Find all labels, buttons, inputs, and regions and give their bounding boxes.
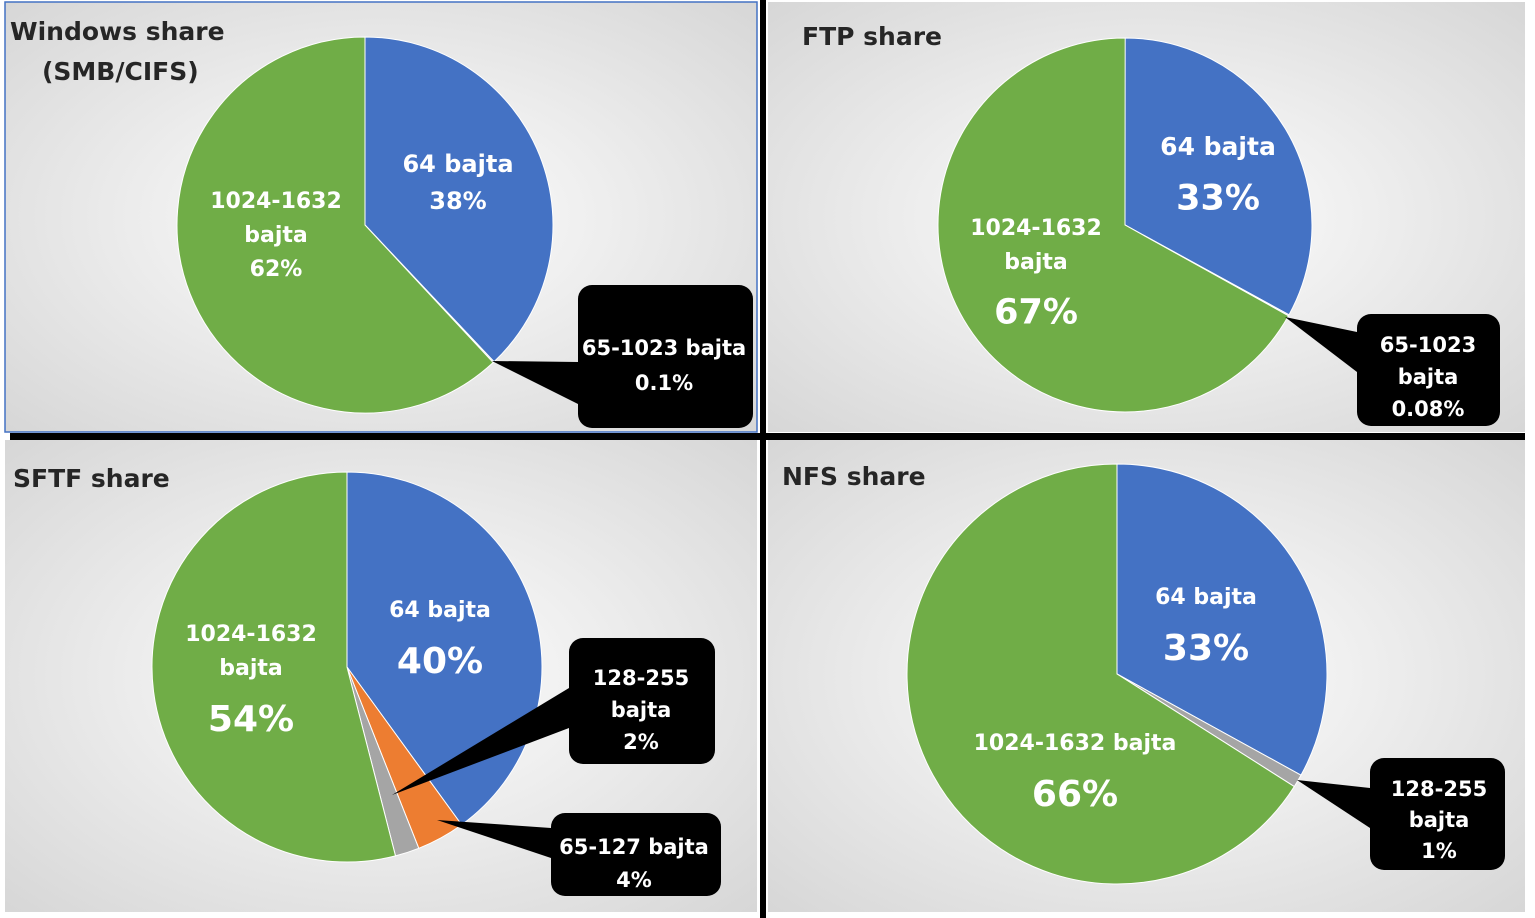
data-label-64-bajta: 64 bajta 38% bbox=[402, 150, 513, 215]
chart-title: NFS share bbox=[782, 462, 926, 491]
chart-ftp-share: FTP share 64 bajta 33% 1024-1632 bajta 67% 65-… bbox=[768, 2, 1525, 432]
callout-label-line: 1% bbox=[1421, 839, 1457, 863]
chart-title: SFTF share bbox=[13, 464, 170, 493]
data-label-line: 64 bajta bbox=[402, 150, 513, 178]
data-label-line: 66% bbox=[1032, 774, 1118, 815]
callout-label-line: bajta bbox=[611, 698, 672, 722]
callout-label-line: bajta bbox=[1398, 365, 1459, 389]
pie-slice-64-bajta bbox=[1116, 463, 1328, 776]
callout-label-line: 128-255 bbox=[593, 666, 689, 690]
callout-label-line: 0.1% bbox=[635, 371, 693, 395]
pie-slice-1024-1632-bajta bbox=[906, 463, 1296, 885]
chart-title: (SMB/CIFS) bbox=[42, 57, 199, 86]
data-label-line: 64 bajta bbox=[1160, 132, 1276, 161]
callout-label-line: 65-1023 bajta bbox=[582, 336, 746, 360]
callout-65-127-bajta: 65-127 bajta 4% bbox=[437, 813, 721, 896]
data-label-64-bajta: 64 bajta 40% bbox=[389, 598, 491, 682]
data-label-1024-1632-bajta: 1024-1632 bajta 67% bbox=[970, 216, 1102, 332]
data-label-line: bajta bbox=[219, 656, 283, 681]
data-label-line: 40% bbox=[397, 641, 483, 682]
data-label-1024-1632-bajta: 1024-1632 bajta 62% bbox=[210, 189, 342, 282]
data-label-line: 1024-1632 bbox=[185, 622, 317, 647]
data-label-line: 67% bbox=[994, 292, 1078, 332]
callout-label-line: 65-127 bajta bbox=[559, 835, 709, 859]
callout-label-line: 0.08% bbox=[1392, 397, 1465, 421]
callout-pointer bbox=[392, 688, 569, 795]
callout-box bbox=[578, 285, 753, 428]
data-label-line: 1024-1632 bbox=[970, 216, 1102, 241]
data-label-line: 1024-1632 bbox=[210, 189, 342, 214]
data-label-64-bajta: 64 bajta 33% bbox=[1160, 132, 1276, 218]
panel-dividers bbox=[4, 0, 1525, 918]
callout-label-line: 2% bbox=[623, 730, 659, 754]
callout-label-line: 128-255 bbox=[1391, 777, 1487, 801]
data-label-line: 62% bbox=[250, 257, 303, 282]
data-label-line: 64 bajta bbox=[1155, 585, 1257, 610]
chart-title: FTP share bbox=[802, 22, 942, 51]
callout-label-line: 65-1023 bbox=[1380, 333, 1476, 357]
pie-slice-1024-1632-bajta bbox=[151, 471, 397, 863]
callout-box bbox=[569, 638, 715, 764]
chart-nfs-share: NFS share 64 bajta 33% 1024-1632 bajta 66% 12… bbox=[768, 440, 1525, 912]
data-label-line: bajta bbox=[244, 223, 308, 248]
vertical-divider bbox=[760, 0, 766, 918]
data-label-1024-1632-bajta: 1024-1632 bajta 54% bbox=[185, 622, 317, 740]
chart-title: Windows share bbox=[10, 17, 225, 46]
data-label-line: 33% bbox=[1176, 178, 1260, 218]
callout-65-1023-bajta: 65-1023 bajta 0.1% bbox=[492, 285, 753, 428]
callout-pointer bbox=[1297, 780, 1370, 828]
callout-label-line: bajta bbox=[1409, 808, 1470, 832]
data-label-1024-1632-bajta: 1024-1632 bajta 66% bbox=[974, 731, 1177, 815]
data-label-64-bajta: 64 bajta 33% bbox=[1155, 585, 1257, 669]
callout-box bbox=[1357, 314, 1500, 426]
data-label-line: 54% bbox=[208, 699, 294, 740]
callout-box bbox=[551, 813, 721, 896]
callout-pointer bbox=[437, 820, 551, 858]
callout-65-1023-bajta: 65-1023 bajta 0.08% bbox=[1285, 314, 1500, 426]
callout-box bbox=[1370, 758, 1505, 870]
callout-128-255-bajta: 128-255 bajta 2% bbox=[392, 638, 715, 795]
data-label-line: 38% bbox=[429, 187, 486, 215]
callout-pointer bbox=[1285, 317, 1357, 372]
callout-pointer bbox=[492, 361, 578, 404]
pie-slice-64-bajta bbox=[364, 36, 554, 363]
callout-label-line: 4% bbox=[616, 868, 652, 892]
callout-128-255-bajta: 128-255 bajta 1% bbox=[1297, 758, 1505, 870]
data-label-line: 33% bbox=[1163, 628, 1249, 669]
pie-slice-1024-1632-bajta bbox=[176, 36, 494, 414]
horizontal-divider bbox=[10, 433, 1525, 440]
data-label-line: 64 bajta bbox=[389, 598, 491, 623]
panel-border bbox=[4, 1, 758, 433]
chart-windows-share-smb-cifs: Windows share (SMB/CIFS) 64 bajta 38% 1024-1… bbox=[5, 2, 757, 432]
chart-sftf-share: SFTF share 64 bajta 40% 1024-1632 bajta 54% 65… bbox=[5, 440, 757, 912]
pie-slice-64-bajta bbox=[1124, 37, 1313, 316]
data-label-line: 1024-1632 bajta bbox=[974, 731, 1177, 756]
data-label-line: bajta bbox=[1004, 250, 1068, 275]
pie-slice-1024-1632-bajta bbox=[937, 37, 1290, 413]
